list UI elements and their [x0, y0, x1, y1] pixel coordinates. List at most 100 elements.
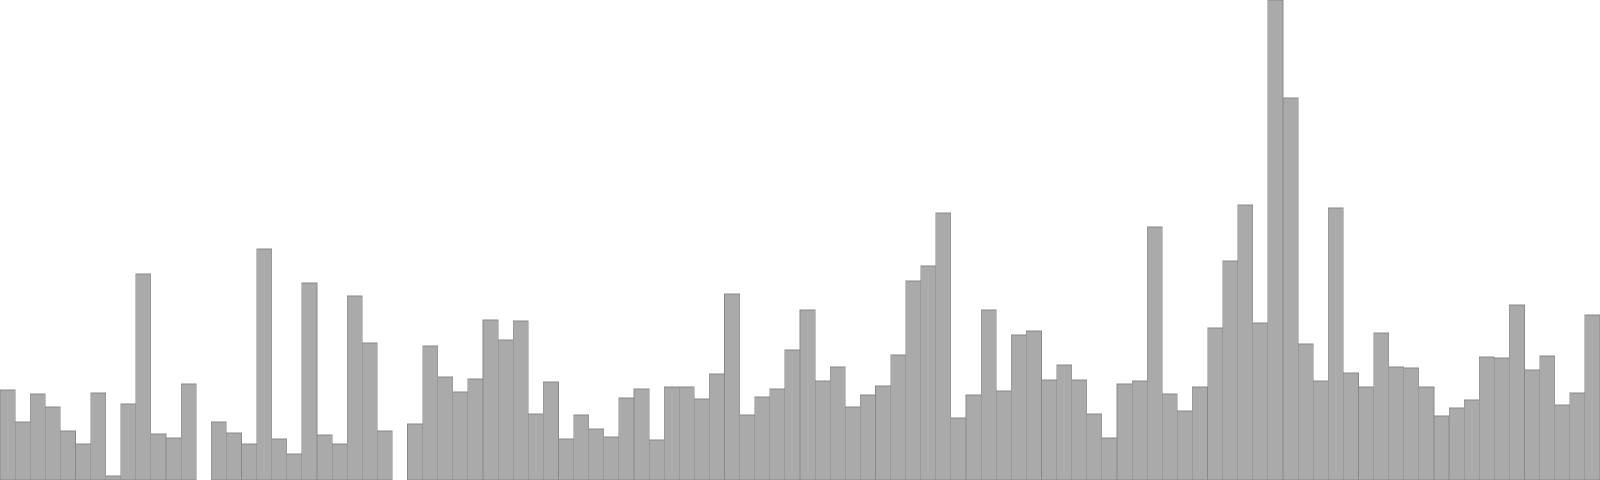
bar-32 — [467, 378, 484, 480]
bar-92 — [1373, 332, 1389, 480]
bar-66 — [980, 309, 997, 480]
bar-97 — [1448, 407, 1465, 480]
bar-61 — [905, 280, 922, 480]
bar-72 — [1071, 379, 1088, 480]
bar-59 — [875, 385, 891, 480]
bar-54 — [799, 309, 816, 480]
bar-62 — [920, 265, 937, 480]
bar-7 — [90, 392, 106, 480]
bar-47 — [694, 398, 710, 480]
bar-19 — [271, 438, 288, 480]
bar-55 — [814, 380, 831, 480]
bar-57 — [844, 406, 861, 480]
bar-41 — [603, 436, 620, 480]
bar-4 — [44, 406, 61, 480]
bar-36 — [527, 413, 544, 480]
bar-78 — [1161, 393, 1178, 480]
bar-18 — [256, 248, 272, 480]
bar-80 — [1192, 386, 1208, 480]
bar-37 — [543, 381, 559, 480]
bar-53 — [784, 349, 801, 480]
bar-64 — [950, 417, 967, 480]
bar-5 — [60, 430, 76, 480]
bar-56 — [829, 366, 846, 480]
bar-75 — [1116, 383, 1133, 480]
bar-79 — [1177, 410, 1193, 480]
bar-98 — [1463, 399, 1480, 480]
bar-63 — [935, 212, 952, 480]
bar-81 — [1207, 327, 1223, 480]
bar-33 — [482, 319, 499, 480]
bar-24 — [346, 295, 363, 480]
bar-71 — [1056, 364, 1072, 480]
bar-30 — [437, 376, 454, 480]
bar-20 — [286, 453, 303, 480]
bar-23 — [331, 443, 348, 480]
bar-91 — [1358, 386, 1374, 480]
bar-85 — [1267, 0, 1284, 480]
bar-86 — [1282, 97, 1299, 480]
bar-89 — [1328, 207, 1344, 480]
bar-6 — [75, 443, 91, 480]
bar-49 — [724, 293, 740, 480]
bar-101 — [1509, 304, 1525, 480]
bar-21 — [301, 282, 318, 480]
bar-13 — [180, 383, 197, 480]
bar-8 — [105, 475, 122, 480]
bar-25 — [361, 342, 378, 480]
bar-16 — [226, 432, 242, 480]
bar-100 — [1494, 357, 1510, 480]
bar-105 — [1569, 392, 1586, 480]
bar-106 — [1584, 314, 1600, 480]
bar-42 — [618, 397, 635, 480]
bar-38 — [558, 438, 574, 480]
bar-50 — [739, 414, 756, 480]
bar-2 — [14, 421, 31, 480]
bar-68 — [1011, 334, 1027, 480]
bar-10 — [135, 273, 152, 480]
bar-17 — [241, 443, 257, 480]
bar-15 — [211, 421, 227, 480]
bar-39 — [573, 414, 589, 480]
bar-103 — [1539, 355, 1556, 480]
bar-69 — [1026, 330, 1042, 480]
bar-29 — [422, 345, 439, 480]
bar-51 — [754, 396, 771, 480]
bar-104 — [1554, 404, 1571, 480]
bar-88 — [1312, 380, 1329, 480]
bar-73 — [1086, 413, 1103, 480]
bar-70 — [1041, 379, 1057, 480]
bar-90 — [1343, 372, 1359, 480]
bar-1 — [0, 389, 16, 480]
bar-95 — [1418, 386, 1435, 480]
bar-3 — [29, 393, 46, 480]
bar-67 — [995, 390, 1012, 480]
bar-96 — [1433, 415, 1450, 480]
bar-34 — [497, 339, 514, 480]
bar-76 — [1131, 380, 1148, 480]
bar-43 — [633, 388, 650, 480]
bar-11 — [150, 433, 167, 480]
bar-26 — [377, 430, 393, 480]
bar-65 — [965, 394, 982, 480]
bar-99 — [1478, 356, 1495, 480]
bar-77 — [1146, 226, 1163, 480]
bar-35 — [512, 320, 529, 480]
bar-31 — [452, 391, 469, 480]
bar-74 — [1101, 437, 1118, 480]
bar-48 — [709, 373, 725, 480]
bar-22 — [316, 434, 333, 480]
bar-52 — [769, 388, 786, 480]
bar-40 — [588, 428, 605, 480]
bar-60 — [890, 354, 906, 480]
bar-12 — [165, 437, 182, 480]
bar-82 — [1222, 260, 1239, 480]
bar-9 — [120, 403, 137, 480]
bar-84 — [1252, 322, 1269, 480]
bar-28 — [407, 423, 423, 480]
bar-83 — [1237, 204, 1254, 480]
bar-93 — [1388, 366, 1405, 480]
bar-94 — [1403, 367, 1420, 480]
